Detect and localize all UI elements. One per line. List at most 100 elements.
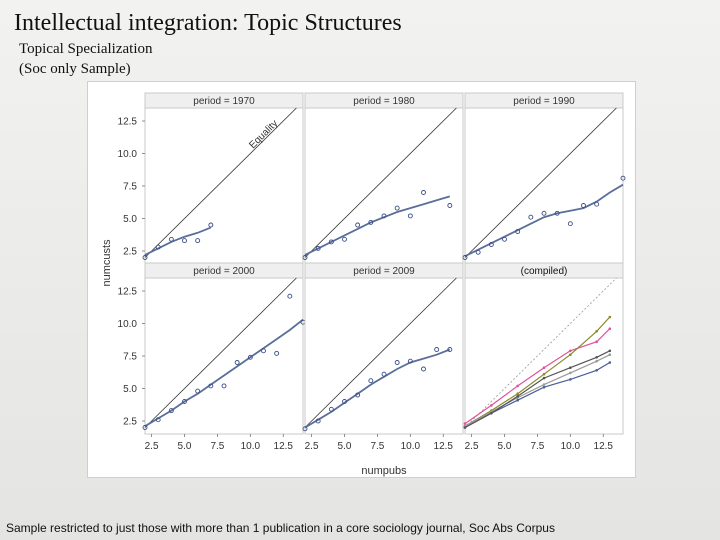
data-point [541,210,547,216]
series-point-1970 [595,340,598,344]
data-point [287,293,293,299]
data-point [381,371,387,377]
data-point [368,219,374,225]
data-point [195,388,201,394]
series-point-1970 [608,327,612,330]
series-point-2000 [608,353,612,357]
x-tick-label: 7.5 [210,441,224,452]
data-point [168,408,174,414]
data-point [475,249,481,255]
series-point-1980 [542,372,546,376]
x-tick-label: 10.0 [561,441,581,452]
equality-line [144,107,297,258]
series-point-1970 [569,349,572,353]
data-point [394,205,400,211]
data-point [581,203,586,208]
x-tick-label: 10.0 [241,441,261,452]
data-point [394,360,400,365]
series-point-1970 [463,422,467,425]
panel-strip [304,262,464,279]
panel-strip [144,92,304,109]
series-point-1980 [595,330,598,333]
data-point [195,238,201,244]
slide-title: Intellectual integration: Topic Structur… [14,10,402,36]
x-tick-label: 7.5 [530,441,544,452]
data-point [274,350,280,356]
panel-strip [464,92,624,109]
series-point-2000 [542,383,546,386]
panel-frame [304,262,464,435]
panel-label: period = 2009 [353,266,415,277]
data-point [421,190,426,195]
series-point-1970 [542,366,546,370]
data-point [447,347,453,352]
y-tick-label: 10.0 [118,319,138,330]
data-point [221,383,227,389]
x-tick-label: 7.5 [370,441,384,452]
equality-line [144,277,297,428]
data-point [355,222,361,228]
data-point [315,245,321,251]
y-tick-label: 12.5 [118,287,138,298]
x-axis-title: numpubs [361,465,407,477]
data-point [381,213,387,219]
data-point [447,203,453,208]
data-point [342,236,347,242]
panel-frame [304,92,464,265]
chart-frame: period = 1970 Equality 2.5 5.0 7.5 10.0 12.5 pe… [87,81,636,478]
panel-frame [144,262,304,435]
panel-frame [144,92,304,265]
data-point [302,426,308,432]
data-point [328,239,334,245]
series-point-1970 [516,384,519,388]
x-tick-label: 5.0 [178,441,192,452]
series-point-1980 [569,353,572,357]
data-point [302,255,308,260]
panel-strip [464,262,624,279]
data-point [247,354,253,360]
x-tick-label: 12.5 [434,441,454,452]
y-tick-label: 5.0 [123,214,137,225]
data-point [342,399,347,404]
fit-line [144,226,212,256]
data-point [208,383,214,389]
data-point [620,175,626,181]
x-tick-label: 5.0 [498,441,512,452]
data-point [554,210,560,216]
y-tick-label: 7.5 [123,182,137,193]
series-point-2009 [595,356,598,359]
y-tick-label: 7.5 [123,352,137,363]
fit-line [304,195,451,256]
panel-label: period = 1990 [513,96,575,107]
panel-frame [464,262,624,435]
series-point-1990 [595,369,598,372]
x-tick-label: 2.5 [145,441,159,452]
series-point-2009 [516,395,519,398]
data-point [594,201,600,207]
equality-line [304,277,457,428]
y-tick-label: 2.5 [123,247,137,258]
slide-subtitle-line-2: (Soc only Sample) [19,61,131,77]
data-point [234,360,240,365]
panel-frame [464,92,624,265]
y-tick-label: 2.5 [123,417,137,428]
x-tick-label: 5.0 [338,441,352,452]
data-point [407,358,413,364]
fit-line [304,348,451,429]
data-point [488,242,494,247]
data-point [434,347,440,352]
x-tick-label: 12.5 [274,441,294,452]
data-point [567,221,573,227]
data-point [261,348,266,354]
series-point-1990 [608,361,612,364]
data-point [407,213,413,219]
data-point [182,238,187,244]
data-point [462,255,468,260]
data-point [315,418,321,424]
y-tick-label: 10.0 [118,149,138,160]
x-tick-label: 12.5 [594,441,614,452]
series-point-2009 [463,426,467,429]
chart-svg: period = 1970Equality2.55.07.510.012.5pe… [101,92,626,477]
y-tick-label: 5.0 [123,384,137,395]
equality-line [464,277,617,428]
